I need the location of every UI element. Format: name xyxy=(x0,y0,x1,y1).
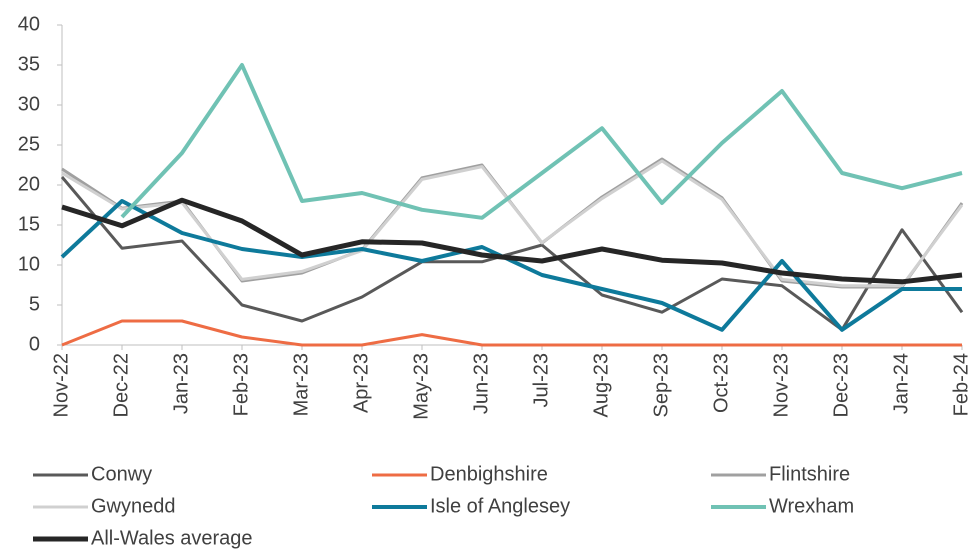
legend-label: Isle of Anglesey xyxy=(430,495,570,517)
legend-label: Flintshire xyxy=(769,463,850,485)
legend-label: Denbighshire xyxy=(430,463,548,485)
y-tick-label: 20 xyxy=(18,173,40,195)
x-tick-label: Feb-23 xyxy=(230,353,252,416)
series-line xyxy=(60,176,964,332)
y-tick-label: 10 xyxy=(18,253,40,275)
y-tick-label: 25 xyxy=(18,133,40,155)
legend-label: Gwynedd xyxy=(91,495,176,517)
y-tick-label: 5 xyxy=(29,293,40,315)
x-tick-label: Nov-22 xyxy=(50,353,72,417)
x-tick-label: Feb-24 xyxy=(950,353,971,416)
series-line xyxy=(120,63,963,220)
x-tick-label: Sep-23 xyxy=(650,353,672,418)
y-tick-label: 30 xyxy=(18,93,40,115)
series-line xyxy=(61,197,963,285)
x-tick-label: May-23 xyxy=(410,353,432,420)
x-tick-label: Jul-23 xyxy=(530,353,552,407)
x-tick-label: Jun-23 xyxy=(470,353,492,414)
x-tick-label: Dec-22 xyxy=(110,353,132,417)
legend-label: Conwy xyxy=(91,463,152,485)
y-tick-label: 15 xyxy=(18,213,40,235)
legend-label: All-Wales average xyxy=(91,527,253,549)
y-tick-label: 40 xyxy=(18,13,40,35)
x-tick-label: Mar-23 xyxy=(290,353,312,416)
x-tick-label: Dec-23 xyxy=(830,353,852,417)
x-tick-label: Jan-24 xyxy=(890,353,912,414)
y-tick-label: 35 xyxy=(18,53,40,75)
legend-label: Wrexham xyxy=(769,495,854,517)
y-tick-label: 0 xyxy=(29,333,40,355)
x-tick-label: Apr-23 xyxy=(350,353,372,413)
x-tick-label: Oct-23 xyxy=(710,353,732,413)
series-line xyxy=(61,319,962,347)
series-line xyxy=(60,199,962,332)
x-tick-label: Jan-23 xyxy=(170,353,192,414)
x-tick-label: Nov-23 xyxy=(770,353,792,417)
series-line xyxy=(61,159,964,288)
x-tick-label: Aug-23 xyxy=(590,353,612,418)
